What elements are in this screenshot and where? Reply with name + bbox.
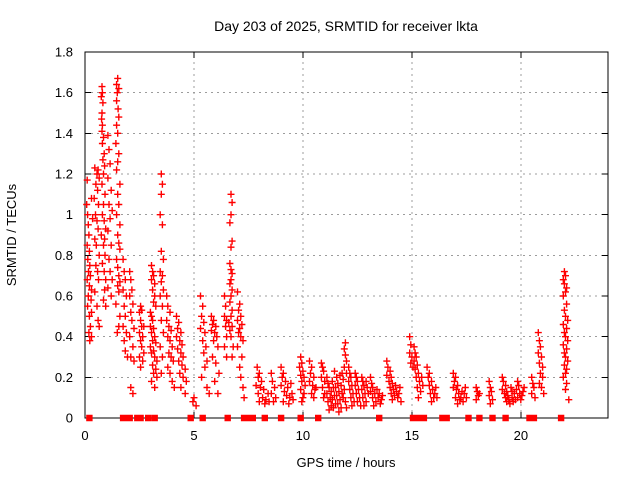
x-axis-label: GPS time / hours xyxy=(297,455,396,470)
x-tick-label: 10 xyxy=(296,428,310,443)
y-tick-label: 0.4 xyxy=(55,329,73,344)
x-tick-label: 0 xyxy=(81,428,88,443)
y-tick-label: 1.2 xyxy=(55,167,73,182)
y-tick-label: 1.4 xyxy=(55,126,73,141)
y-tick-label: 0.2 xyxy=(55,370,73,385)
y-axis-label: SRMTID / TECUs xyxy=(4,183,19,286)
y-tick-label: 1.8 xyxy=(55,45,73,60)
y-tick-label: 0.8 xyxy=(55,248,73,263)
y-tick-label: 1 xyxy=(66,207,73,222)
y-tick-label: 1.6 xyxy=(55,85,73,100)
y-tick-label: 0 xyxy=(66,411,73,426)
chart-title: Day 203 of 2025, SRMTID for receiver lkt… xyxy=(214,18,478,34)
y-tick-label: 0.6 xyxy=(55,289,73,304)
x-tick-label: 5 xyxy=(190,428,197,443)
zero-value-square-markers xyxy=(86,414,565,422)
x-tick-label: 15 xyxy=(405,428,419,443)
plot-layers: 0 0.2 0.4 0.6 0.8 1 1.2 1.4 1.6 1.8 0 5 10 15 20 xyxy=(55,45,609,443)
x-tick-label: 20 xyxy=(514,428,528,443)
srmtid-plus-markers xyxy=(83,74,573,416)
plot-border xyxy=(84,51,609,419)
